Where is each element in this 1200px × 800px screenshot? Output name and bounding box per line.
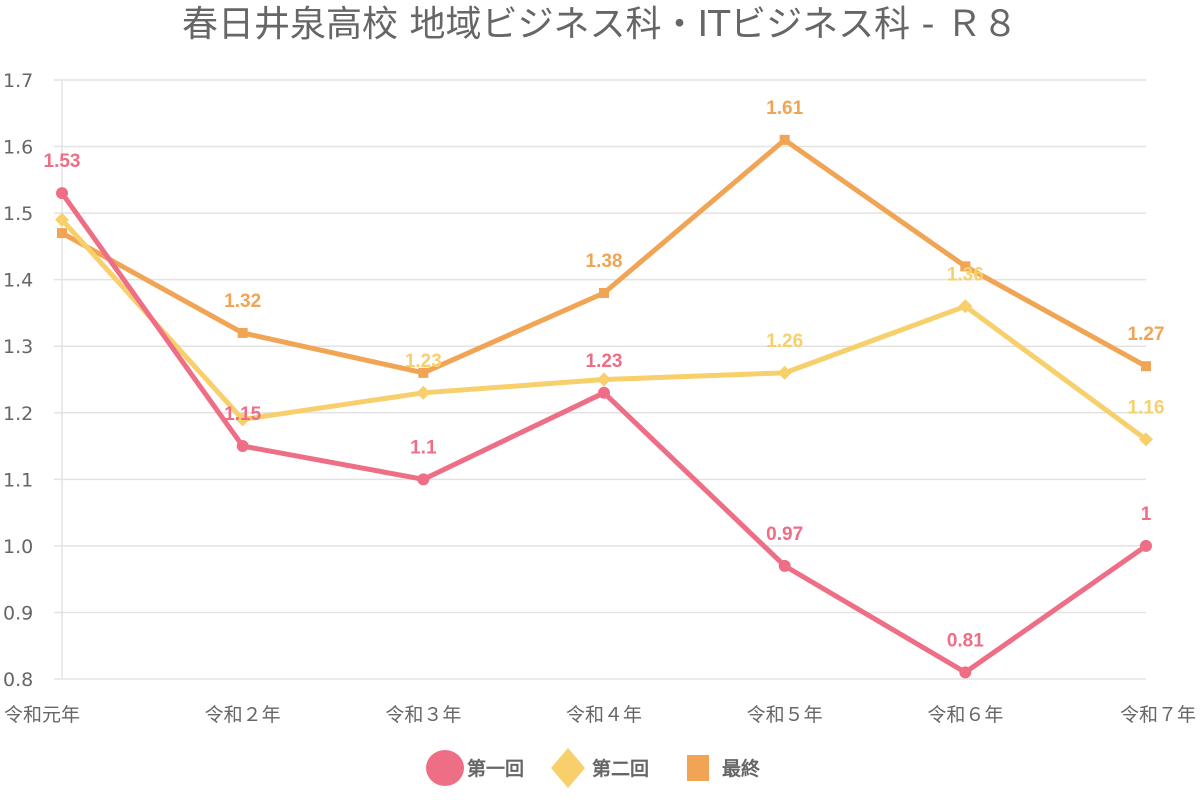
x-tick-label: 令和元年 [4, 704, 80, 726]
data-label: 1.27 [1128, 324, 1165, 345]
data-point-square[interactable] [418, 367, 429, 378]
y-tick-label: 1.0 [3, 536, 33, 558]
legend: 第一回 第二回 最終 [426, 748, 761, 788]
data-point-circle[interactable] [959, 666, 972, 679]
data-point-diamond[interactable] [777, 365, 792, 380]
data-label: 1.15 [224, 404, 261, 425]
data-label: 1.16 [1128, 397, 1165, 418]
y-tick-label: 1.6 [3, 137, 33, 159]
x-tick-label: 令和５年 [747, 704, 823, 726]
data-point-square[interactable] [57, 228, 67, 239]
y-tick-label: 1.2 [3, 403, 33, 425]
data-point-diamond[interactable] [597, 372, 611, 387]
series-最終 [57, 134, 1151, 378]
data-point-diamond[interactable] [958, 299, 973, 314]
x-tick-label: 令和３年 [385, 704, 461, 726]
data-label: 1.38 [586, 251, 623, 272]
x-tick-label: 令和７年 [1120, 704, 1196, 726]
chart-title: 春日井泉高校 地域ビジネス科・ITビジネス科 - Ｒ８ [182, 4, 1018, 45]
data-point-circle[interactable] [417, 473, 430, 486]
series-第二回 [55, 212, 1153, 447]
series-第一回 [56, 187, 1152, 679]
data-label: 1.26 [766, 331, 803, 352]
data-point-square[interactable] [599, 287, 609, 298]
data-point-circle[interactable] [598, 386, 610, 399]
data-point-diamond[interactable] [1139, 432, 1153, 447]
data-label: 1.1 [410, 437, 437, 458]
data-label: 1.23 [405, 351, 442, 372]
series-lines [55, 134, 1153, 679]
data-label: 0.97 [766, 524, 803, 545]
x-tick-label: 令和６年 [927, 704, 1003, 726]
y-tick-label: 1.3 [3, 336, 33, 358]
legend-square-icon [687, 755, 709, 781]
y-tick-label: 1.7 [3, 70, 33, 92]
data-point-circle[interactable] [1140, 539, 1152, 552]
data-point-circle[interactable] [56, 187, 68, 200]
data-label: 1.23 [586, 351, 623, 372]
y-tick-label: 1.5 [3, 203, 33, 225]
y-tick-label: 0.9 [3, 602, 33, 624]
data-point-circle[interactable] [778, 559, 791, 572]
legend-item-第一回[interactable]: 第一回 [426, 750, 524, 786]
y-tick-label: 1.1 [3, 469, 33, 491]
legend-label: 第二回 [592, 757, 649, 780]
legend-label: 第一回 [467, 757, 524, 780]
data-point-circle[interactable] [236, 440, 249, 453]
data-label: 1.32 [224, 291, 261, 312]
data-label: 1 [1141, 504, 1152, 525]
data-point-diamond[interactable] [235, 412, 250, 427]
y-tick-label: 1.4 [3, 270, 33, 292]
data-point-square[interactable] [960, 261, 971, 272]
data-labels: 1.53 1.15 1.1 1.23 0.97 0.81 1 1.23 1.26 1.36 1.16… [44, 98, 1165, 651]
data-label: 1.61 [766, 98, 803, 119]
data-point-square[interactable] [237, 327, 248, 338]
data-point-square[interactable] [779, 134, 790, 145]
data-point-diamond[interactable] [416, 385, 431, 400]
data-label: 0.81 [947, 630, 984, 651]
grid-lines [54, 79, 1146, 680]
legend-diamond-icon [551, 748, 585, 788]
legend-item-第二回[interactable]: 第二回 [551, 748, 649, 788]
x-tick-label: 令和４年 [566, 704, 642, 726]
legend-label: 最終 [722, 757, 761, 780]
data-point-diamond[interactable] [55, 212, 69, 227]
x-tick-label: 令和２年 [205, 704, 281, 726]
y-tick-label: 0.8 [3, 669, 33, 691]
data-label: 1.53 [44, 151, 81, 172]
axes: 0.8 0.9 1.0 1.1 1.2 1.3 1.4 1.5 1.6 1.7 令和元年 令和２年 令和… [3, 70, 1196, 726]
legend-circle-icon [426, 750, 464, 786]
legend-item-最終[interactable]: 最終 [687, 755, 761, 781]
data-label: 1.36 [947, 264, 984, 285]
data-point-square[interactable] [1141, 361, 1151, 372]
